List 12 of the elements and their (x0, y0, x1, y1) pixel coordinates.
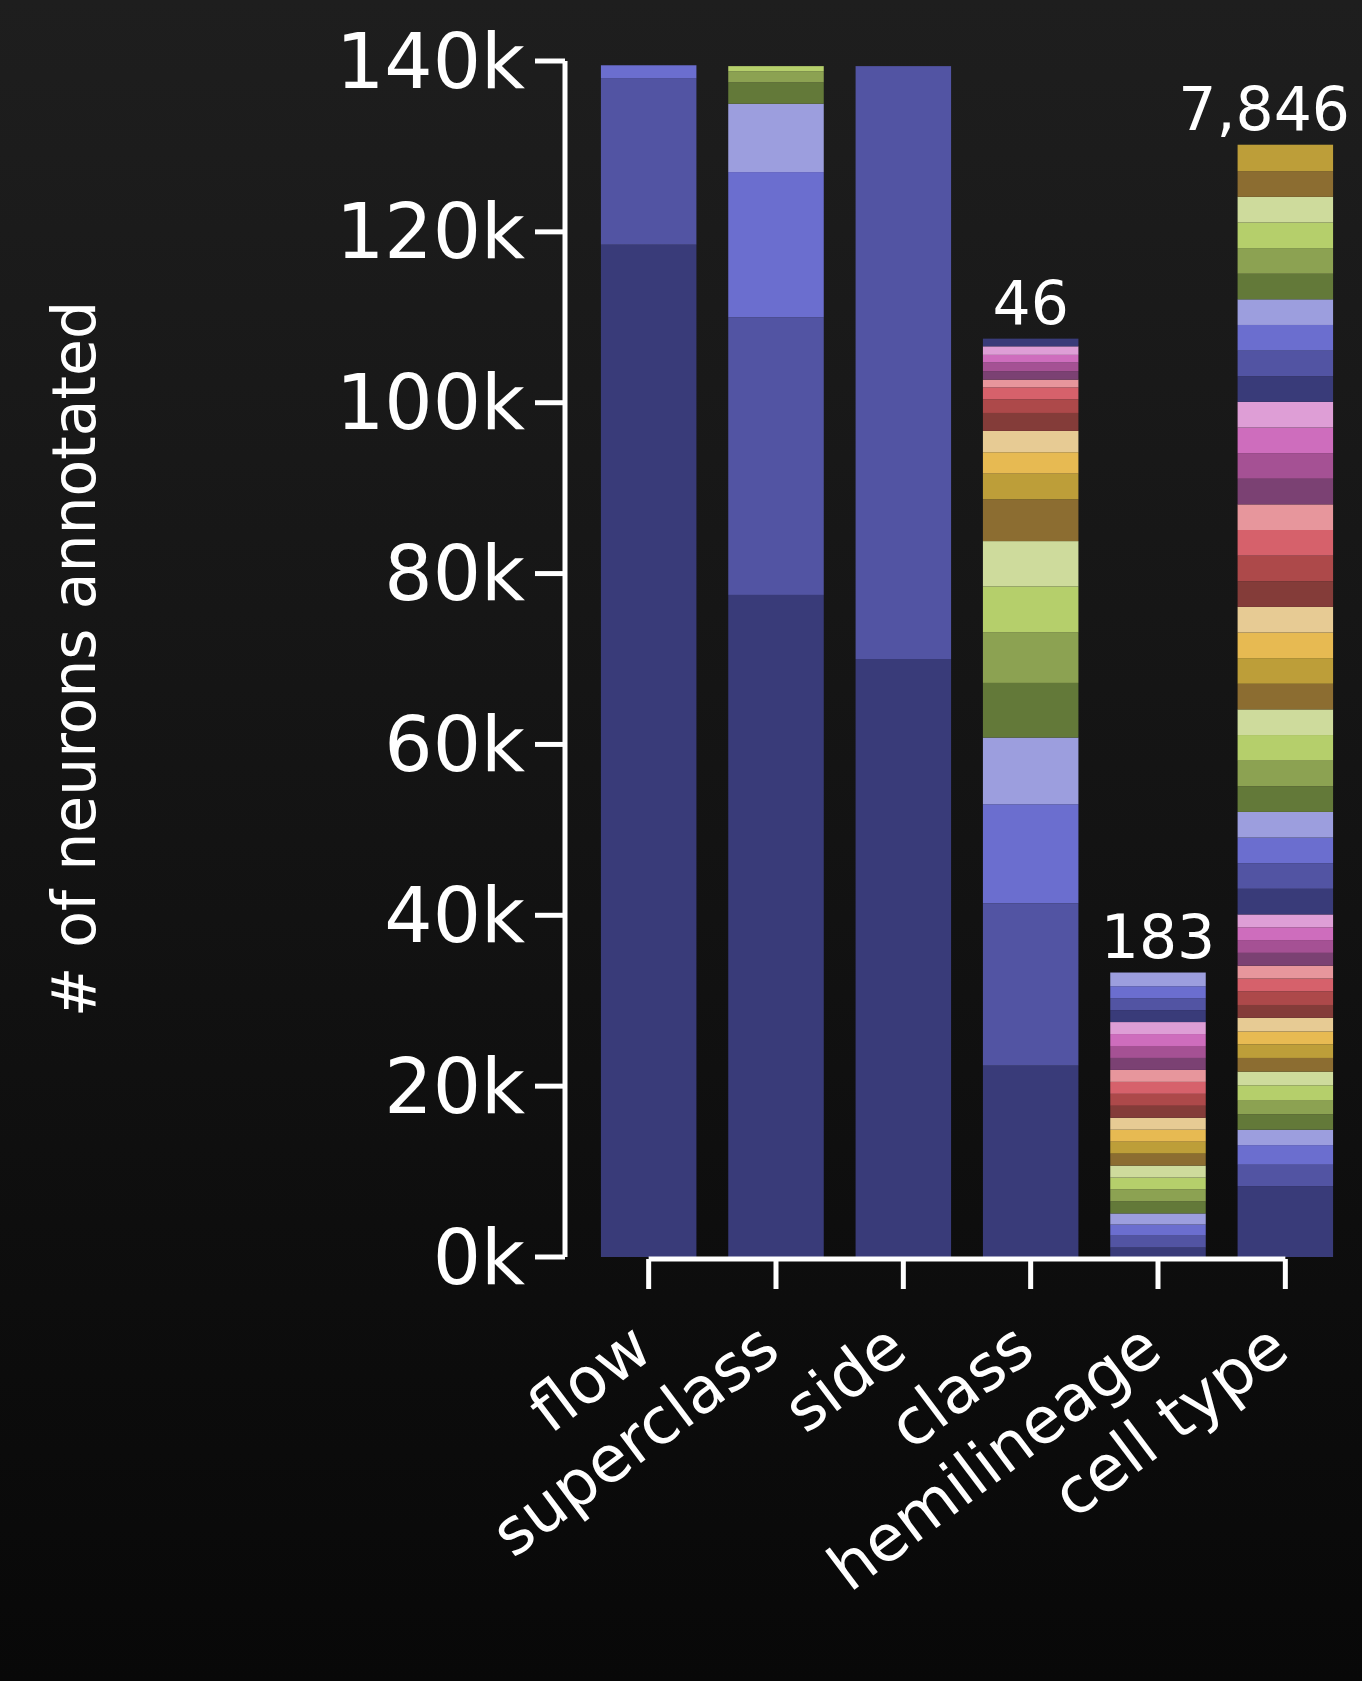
y-tick-label: 60k (384, 700, 525, 790)
y-axis-title: # of neurons annotated (39, 301, 109, 1017)
annotation: 183 (1100, 901, 1216, 972)
y-tick-label: 80k (384, 529, 525, 619)
y-tick-label: 140k (335, 16, 525, 106)
y-tick-label: 0k (432, 1212, 525, 1302)
y-tick-label: 40k (384, 870, 525, 960)
y-tick-label: 20k (384, 1041, 525, 1131)
y-tick-label: 100k (335, 358, 525, 448)
annotation: 46 (992, 267, 1069, 338)
y-tick-label: 120k (335, 187, 525, 277)
annotation: 7,846 (1178, 73, 1350, 144)
